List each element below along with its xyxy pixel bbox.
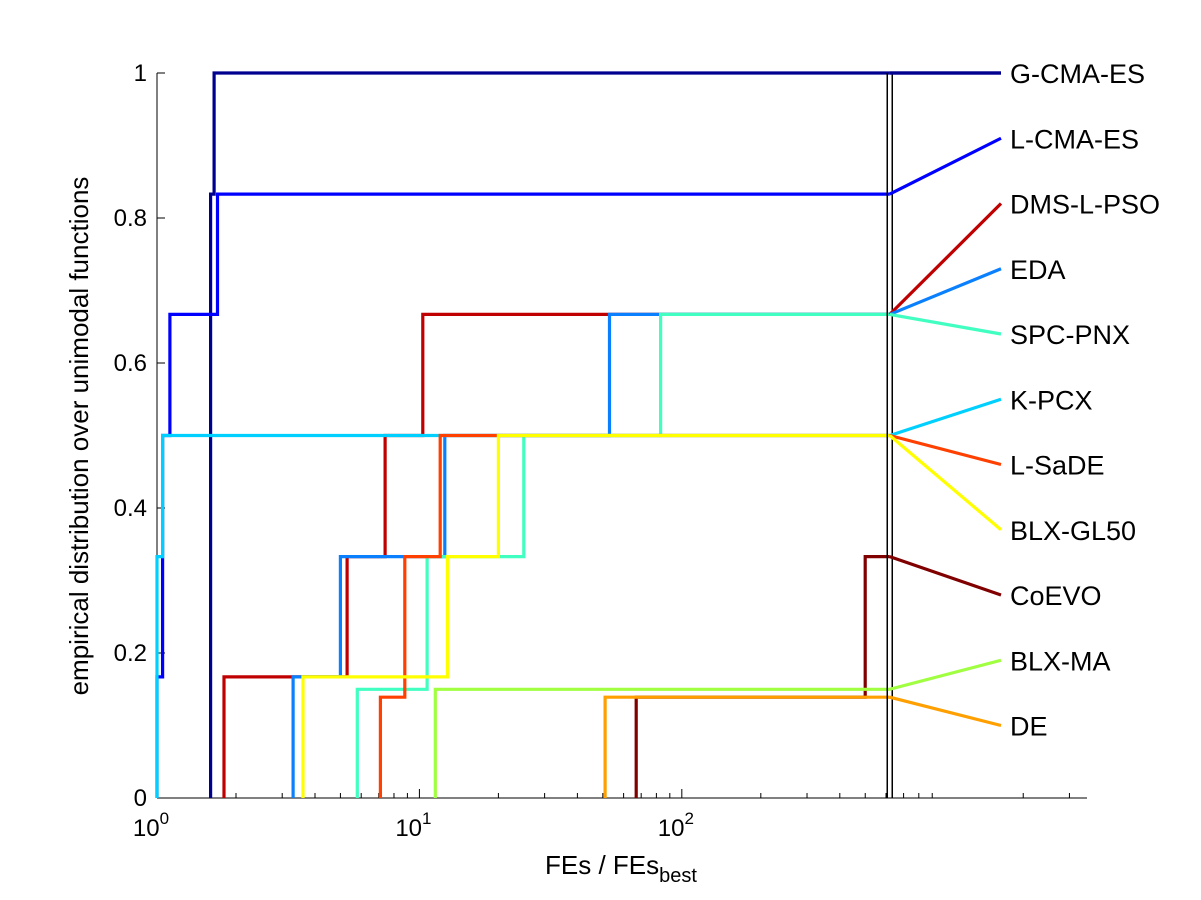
legend-connector — [889, 136, 1002, 196]
legend-label: DE — [1010, 712, 1048, 742]
legend-connector — [889, 433, 1002, 467]
x-axis-title-subscript: best — [659, 865, 697, 887]
series-line — [433, 687, 890, 798]
legend-connector — [888, 434, 1003, 531]
x-tick-base: 10 — [133, 815, 160, 842]
legend-label: BLX-MA — [1010, 646, 1111, 676]
y-axis-title: empirical distribution over unimodal fun… — [64, 177, 94, 696]
legend-label: L-CMA-ES — [1010, 124, 1139, 154]
series-line — [301, 433, 890, 798]
series-line — [155, 433, 890, 798]
x-tick-label: 101 — [395, 809, 431, 842]
legend-connector — [889, 658, 1002, 691]
series-line — [355, 312, 890, 798]
series-line — [222, 312, 890, 798]
legend-label: DMS-L-PSO — [1010, 190, 1160, 220]
series-line — [603, 695, 890, 798]
x-tick-base: 10 — [395, 815, 422, 842]
legend-connector — [889, 397, 1002, 438]
y-tick-label: 1 — [134, 60, 147, 87]
series-line — [291, 312, 890, 798]
series-line — [378, 433, 890, 798]
x-axis-title: FEs / FEsbest — [545, 850, 697, 887]
x-tick-exponent: 0 — [160, 809, 169, 828]
legend-connector — [889, 267, 1002, 316]
x-tick-label: 100 — [133, 809, 169, 842]
x-tick-base: 10 — [658, 815, 685, 842]
x-tick-exponent: 1 — [422, 809, 431, 828]
series-line — [209, 71, 890, 798]
legend-connector — [888, 202, 1003, 316]
legend-connector — [889, 312, 1002, 336]
legend-label: BLX-GL50 — [1010, 516, 1136, 546]
legend-connector — [889, 695, 1002, 728]
series-line — [634, 555, 890, 798]
series-layer — [155, 71, 1001, 798]
legend: G-CMA-ES L-CMA-ES DMS-L-PSO EDA SPC-PNX K-PCX… — [888, 59, 1160, 742]
legend-label: K-PCX — [1010, 385, 1093, 415]
minor-ticks — [235, 793, 1070, 798]
x-tick-exponent: 2 — [684, 809, 693, 828]
y-tick-label: 0.4 — [114, 495, 147, 522]
y-tick-label: 0.8 — [114, 205, 147, 232]
legend-label: L-SaDE — [1010, 451, 1105, 481]
y-tick-label: 0 — [134, 785, 147, 812]
y-ticks: 0 0.2 0.4 0.6 0.8 1 — [114, 60, 165, 812]
x-ticks: 100 101 102 — [133, 789, 694, 842]
x-axis-title-main: FEs / FEs — [545, 850, 659, 880]
legend-label: SPC-PNX — [1010, 320, 1130, 350]
legend-label: CoEVO — [1010, 581, 1102, 611]
legend-connector — [889, 555, 1002, 597]
legend-label: G-CMA-ES — [1010, 59, 1145, 89]
y-tick-label: 0.6 — [114, 350, 147, 377]
x-tick-label: 102 — [658, 809, 694, 842]
legend-label: EDA — [1010, 255, 1066, 285]
y-tick-label: 0.2 — [114, 640, 147, 667]
